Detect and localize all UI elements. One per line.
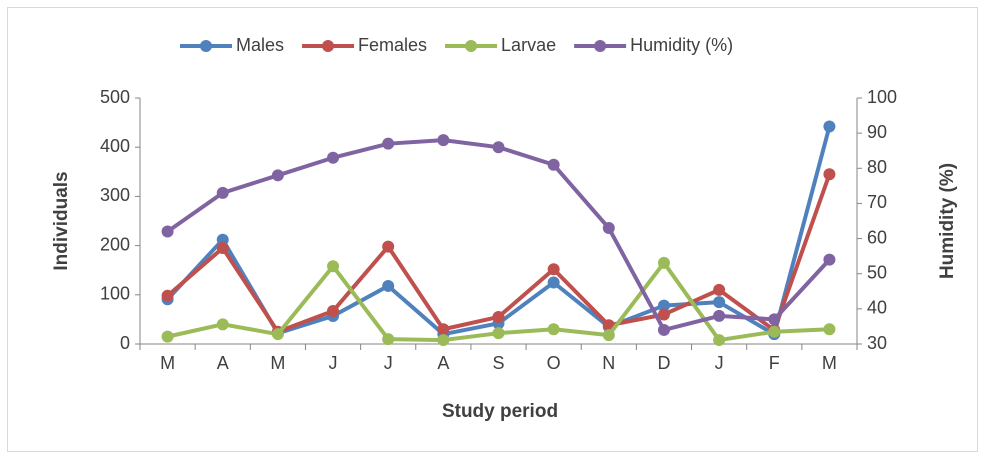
y2-tick-label: 30 — [867, 333, 887, 353]
y2-tick-label: 40 — [867, 298, 887, 318]
y-tick-label: 200 — [100, 234, 130, 254]
data-point — [602, 222, 615, 235]
data-point — [768, 313, 781, 326]
data-point — [547, 263, 560, 276]
x-tick-label: M — [270, 353, 285, 373]
y2-tick-label: 100 — [867, 87, 897, 107]
data-point — [437, 134, 450, 147]
data-point — [327, 151, 340, 164]
data-point — [216, 186, 229, 199]
data-point — [547, 276, 560, 289]
y2-tick-label: 60 — [867, 227, 887, 247]
y2-tick-label: 50 — [867, 262, 887, 282]
data-point — [713, 283, 726, 296]
data-point — [823, 120, 836, 133]
x-tick-label: A — [437, 353, 449, 373]
x-tick-label: J — [384, 353, 393, 373]
legend-label: Humidity (%) — [630, 35, 733, 55]
data-point — [713, 334, 726, 347]
y-axis-label: Individuals — [51, 171, 72, 270]
y2-tick-label: 70 — [867, 192, 887, 212]
y2-tick-label: 90 — [867, 122, 887, 142]
data-point — [492, 141, 505, 154]
data-point — [216, 318, 229, 331]
data-point — [161, 289, 174, 302]
x-tick-label: J — [715, 353, 724, 373]
x-tick-label: S — [492, 353, 504, 373]
y-tick-label: 0 — [120, 333, 130, 353]
data-point — [161, 330, 174, 343]
data-point — [602, 329, 615, 342]
data-point — [327, 260, 340, 273]
legend-label: Larvae — [501, 35, 556, 55]
data-point — [216, 242, 229, 255]
data-point — [713, 296, 726, 309]
data-point — [271, 328, 284, 341]
legend-marker — [594, 40, 607, 52]
data-point — [657, 308, 670, 321]
y-tick-label: 400 — [100, 136, 130, 156]
legend-marker — [322, 40, 335, 52]
y2-axis-label: Humidity (%) — [937, 163, 958, 279]
data-point — [382, 279, 395, 292]
x-tick-label: M — [160, 353, 175, 373]
data-point — [492, 310, 505, 323]
y-tick-label: 100 — [100, 284, 130, 304]
data-point — [216, 233, 229, 246]
legend-label: Females — [358, 35, 427, 55]
data-point — [437, 323, 450, 336]
x-tick-label: F — [769, 353, 780, 373]
x-tick-label: A — [217, 353, 229, 373]
data-point — [768, 325, 781, 338]
data-point — [327, 305, 340, 318]
x-tick-label: D — [657, 353, 670, 373]
legend-marker — [465, 40, 478, 52]
x-tick-label: N — [602, 353, 615, 373]
data-point — [657, 299, 670, 312]
y-tick-label: 500 — [100, 87, 130, 107]
x-tick-label: J — [329, 353, 338, 373]
data-point — [547, 323, 560, 336]
data-point — [547, 158, 560, 171]
y-tick-label: 300 — [100, 185, 130, 205]
data-point — [437, 334, 450, 347]
legend-label: Males — [236, 35, 284, 55]
chart-border — [7, 7, 978, 452]
x-axis-label: Study period — [442, 401, 558, 422]
data-point — [382, 137, 395, 150]
data-point — [713, 309, 726, 322]
data-point — [823, 323, 836, 336]
data-point — [657, 256, 670, 269]
data-point — [161, 225, 174, 238]
data-point — [382, 333, 395, 346]
y2-tick-label: 80 — [867, 157, 887, 177]
data-point — [382, 240, 395, 253]
data-point — [271, 169, 284, 182]
data-point — [823, 253, 836, 266]
data-point — [657, 323, 670, 336]
x-tick-label: O — [547, 353, 561, 373]
data-point — [492, 327, 505, 340]
x-tick-label: M — [822, 353, 837, 373]
data-point — [823, 168, 836, 181]
legend-marker — [200, 40, 212, 52]
